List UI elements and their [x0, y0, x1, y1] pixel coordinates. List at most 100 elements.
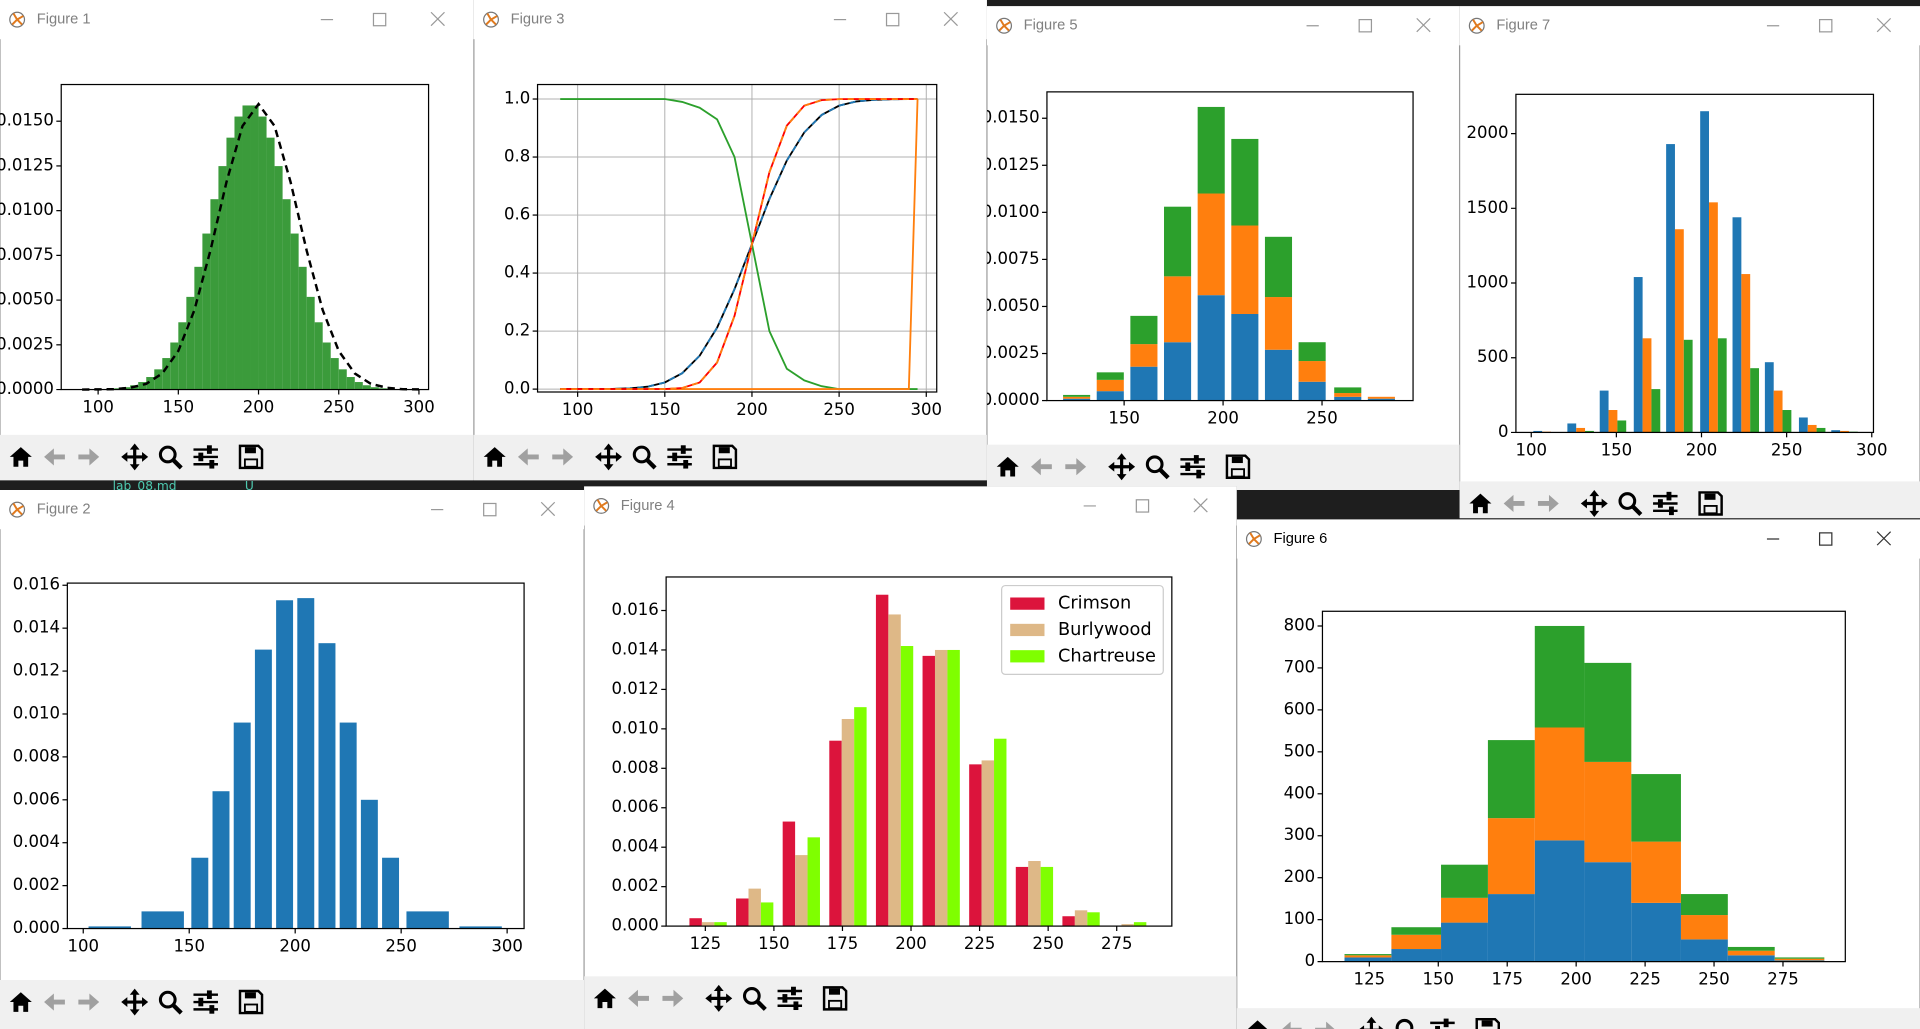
maximize-button[interactable]: [885, 12, 900, 27]
y-tick-label: 0.4: [504, 263, 530, 282]
toolbar-back[interactable]: [1281, 1021, 1302, 1029]
toolbar-forward[interactable]: [552, 448, 574, 466]
toolbar-configure[interactable]: [777, 986, 803, 1011]
title-bar: [473, 0, 987, 40]
bar-segment: [1727, 946, 1775, 951]
toolbar-back[interactable]: [517, 448, 539, 466]
toolbar-configure[interactable]: [667, 445, 692, 469]
toolbar-zoom[interactable]: [1618, 492, 1643, 517]
bar: [1121, 924, 1134, 927]
bar-segment: [1367, 398, 1395, 401]
maximize-button[interactable]: [1135, 499, 1150, 513]
y-tick-label: 0.0150: [982, 108, 1040, 127]
close-button[interactable]: [1193, 498, 1208, 513]
toolbar-pan[interactable]: [121, 988, 149, 1016]
bar: [191, 857, 209, 929]
maximize-button[interactable]: [372, 12, 387, 27]
window: Figure 3 100 150 200 250 300 0.0 0.2 0.4 0.6 0.8 1.…: [473, 0, 987, 481]
close-button[interactable]: [943, 11, 958, 27]
configure-knob: [1657, 499, 1663, 508]
y-tick-label: 0.000: [612, 916, 659, 935]
toolbar-back[interactable]: [44, 448, 65, 466]
toolbar-home[interactable]: [996, 456, 1019, 477]
bar: [362, 385, 371, 390]
close-button[interactable]: [1876, 531, 1892, 546]
forward-icon: [1315, 1021, 1335, 1029]
maximize-button[interactable]: [1818, 18, 1833, 33]
axes-frame: [1515, 93, 1875, 434]
window-icon: [1468, 17, 1485, 34]
toolbar-save[interactable]: [1225, 454, 1251, 479]
maximize-button[interactable]: [1818, 532, 1833, 546]
toolbar-save[interactable]: [238, 989, 264, 1015]
y-tick-label: 0.0: [504, 379, 530, 398]
toolbar-forward[interactable]: [662, 989, 684, 1007]
toolbar-configure[interactable]: [193, 990, 218, 1014]
save-icon: [238, 444, 264, 470]
toolbar-configure[interactable]: [1430, 1018, 1455, 1029]
toolbar-save[interactable]: [1698, 491, 1723, 516]
toolbar-home[interactable]: [593, 988, 616, 1009]
toolbar-zoom[interactable]: [742, 987, 767, 1011]
configure-knob: [782, 994, 788, 1003]
toolbar-configure[interactable]: [1653, 491, 1678, 516]
toolbar-forward[interactable]: [1537, 494, 1559, 513]
toolbar-zoom[interactable]: [1395, 1018, 1418, 1029]
bar-segment: [1631, 841, 1681, 903]
home-icon: [9, 447, 32, 467]
close-button[interactable]: [430, 11, 445, 27]
toolbar-forward[interactable]: [78, 448, 100, 466]
pan-icon: [1580, 490, 1608, 517]
toolbar-forward[interactable]: [1315, 1021, 1336, 1029]
toolbar-zoom[interactable]: [632, 445, 657, 470]
x-tick-label: 200: [243, 397, 275, 416]
toolbar-save[interactable]: [1475, 1017, 1500, 1029]
toolbar-home[interactable]: [9, 447, 32, 467]
x-tick-label: 200: [736, 400, 768, 419]
zoom-lens: [742, 987, 761, 1005]
toolbar-save[interactable]: [238, 444, 264, 470]
maximize-button[interactable]: [1358, 18, 1373, 33]
bar-segment: [1727, 950, 1775, 956]
y-tick-label: 0.0100: [982, 202, 1040, 221]
toolbar-configure[interactable]: [193, 445, 218, 469]
save-label: [1704, 493, 1716, 500]
toolbar-save[interactable]: [822, 986, 848, 1011]
bar: [234, 116, 243, 390]
toolbar-zoom[interactable]: [1145, 455, 1170, 480]
close-button[interactable]: [1876, 17, 1892, 33]
toolbar-pan[interactable]: [121, 443, 149, 471]
x-tick-label: 300: [491, 936, 523, 955]
toolbar-forward[interactable]: [78, 993, 100, 1011]
toolbar-pan[interactable]: [1108, 453, 1136, 481]
toolbar-configure[interactable]: [1180, 455, 1205, 479]
bar: [346, 377, 355, 390]
toolbar-pan[interactable]: [1358, 1016, 1385, 1029]
close-button[interactable]: [1416, 17, 1431, 33]
toolbar-back[interactable]: [628, 989, 649, 1007]
close-button[interactable]: [540, 501, 556, 517]
toolbar-save[interactable]: [712, 444, 738, 470]
bar-segment: [1096, 372, 1124, 380]
bar-segment: [1584, 662, 1632, 762]
toolbar-home[interactable]: [1469, 493, 1492, 514]
toolbar: [1236, 1008, 1920, 1029]
x-tick-label: 200: [1207, 408, 1239, 427]
toolbar-back[interactable]: [1031, 458, 1052, 476]
pan-icon: [595, 443, 623, 471]
toolbar-back[interactable]: [44, 993, 65, 1011]
toolbar-pan[interactable]: [595, 443, 623, 471]
toolbar-zoom[interactable]: [158, 990, 183, 1015]
toolbar-pan[interactable]: [1580, 490, 1608, 517]
back-icon: [517, 448, 539, 466]
toolbar-home[interactable]: [483, 447, 506, 467]
bar: [250, 105, 259, 390]
maximize-button[interactable]: [483, 502, 497, 517]
toolbar-zoom[interactable]: [158, 445, 183, 470]
y-tick-label: 0.014: [612, 639, 659, 658]
toolbar-forward[interactable]: [1065, 458, 1087, 476]
toolbar-home[interactable]: [9, 992, 32, 1012]
toolbar-pan[interactable]: [705, 984, 733, 1012]
toolbar-home[interactable]: [1247, 1020, 1269, 1029]
toolbar-back[interactable]: [1503, 494, 1525, 513]
